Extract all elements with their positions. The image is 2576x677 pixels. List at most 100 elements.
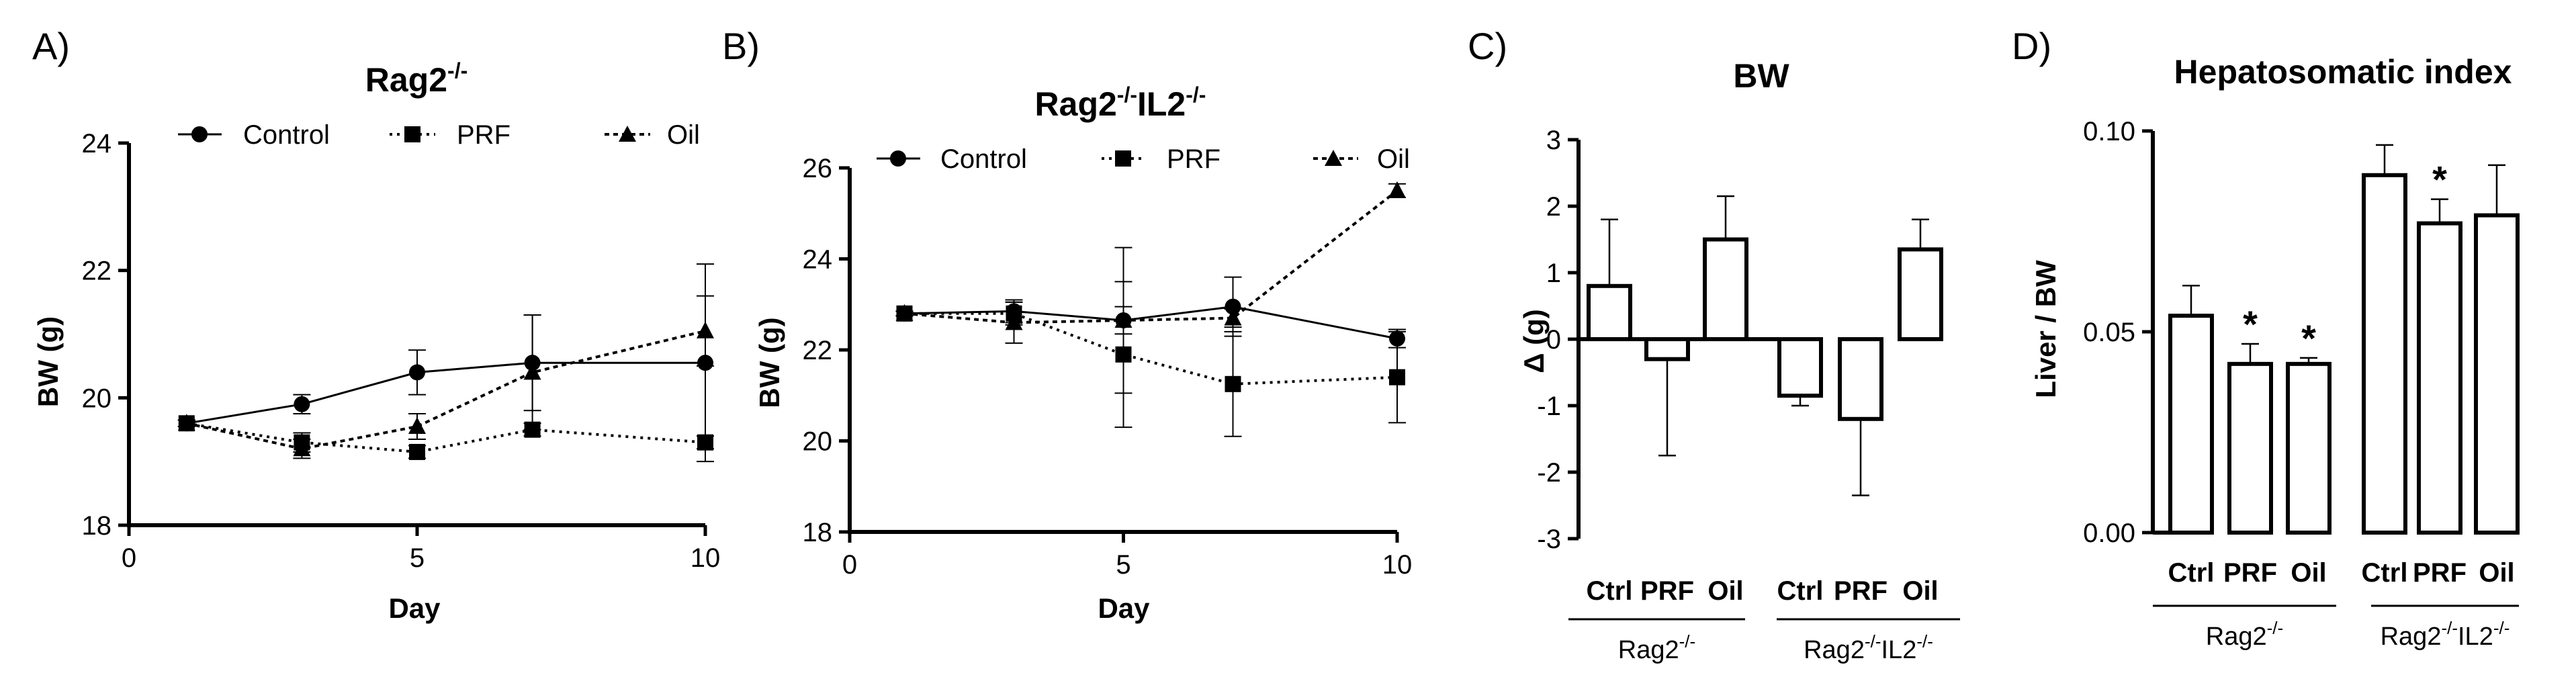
y-tick-label: 0 <box>1546 325 1561 355</box>
point-control <box>1225 298 1241 315</box>
category-label: PRF <box>1834 576 1887 606</box>
group-label-label: Rag2 <box>2381 623 2442 651</box>
y-tick-label: 20 <box>803 427 833 457</box>
y-tick-label: 0.10 <box>2083 117 2135 146</box>
legend-control-marker <box>890 150 906 167</box>
y-tick-label: 26 <box>803 154 833 183</box>
legend-prf-label: PRF <box>457 120 510 150</box>
point-oil <box>177 414 195 431</box>
bar-ctrl <box>1777 337 1823 398</box>
legend-prf-label: PRF <box>1167 144 1220 174</box>
chart-c-title: BW <box>1733 57 1789 95</box>
group-label-sup: -/- <box>1679 631 1696 651</box>
legend-prf-marker <box>404 126 420 142</box>
legend-control-label: Control <box>243 120 330 150</box>
point-prf <box>697 434 713 451</box>
series-control-line <box>904 306 1398 340</box>
x-tick-label: 10 <box>1382 550 1413 580</box>
y-tick-label: 1 <box>1546 259 1561 288</box>
series-oil-line <box>904 189 1398 324</box>
group-label: Rag2-/- <box>1618 631 1695 664</box>
chart-a-xlabel: Day <box>388 592 441 624</box>
panel-label-a: A) <box>32 25 70 67</box>
legend-control-label: Control <box>940 144 1027 174</box>
point-prf <box>1115 346 1132 363</box>
x-tick-label: 10 <box>691 543 721 573</box>
chart-c-ylabel: Δ (g) <box>1518 309 1550 373</box>
category-label: Oil <box>1707 576 1743 606</box>
bar-oil <box>1703 237 1748 341</box>
bar-prf <box>1838 337 1883 421</box>
chart-b-legend: Control PRF Oil <box>877 144 1410 174</box>
bar-oil <box>2474 213 2520 535</box>
category-label: PRF <box>2413 558 2467 588</box>
x-tick-label: 0 <box>122 543 136 573</box>
group-label: Rag2-/-IL2-/- <box>1804 631 1933 664</box>
point-oil <box>1114 310 1132 328</box>
category-label: Oil <box>1902 576 1938 606</box>
group-label-sup2: -/- <box>2493 618 2510 638</box>
point-oil <box>895 304 914 321</box>
chart-a-title: Rag2-/- <box>365 58 468 99</box>
x-tick-label: 5 <box>1116 550 1130 580</box>
chart-b-bw-rag2-il2: Rag2-/-IL2-/- Control PRF Oil BW (g) Day… <box>754 83 1412 624</box>
group-label-sup: -/- <box>2441 618 2458 638</box>
chart-b-ylabel: BW (g) <box>754 317 785 408</box>
bar-prf <box>2227 361 2273 535</box>
group-label-sup2: -/- <box>1916 631 1933 651</box>
group-label-label2: IL2 <box>1881 636 1917 664</box>
bar-ctrl <box>2168 314 2214 535</box>
legend-control-marker <box>191 126 208 142</box>
point-prf <box>409 443 425 460</box>
point-oil <box>293 439 311 457</box>
group-label-label: Rag2 <box>1804 636 1865 664</box>
category-label: PRF <box>2223 558 2277 588</box>
category-label: Ctrl <box>2362 558 2408 588</box>
series-oil-line <box>186 329 706 451</box>
group-label: Rag2-/-IL2-/- <box>2381 618 2510 651</box>
category-label: Ctrl <box>2168 558 2215 588</box>
bar-ctrl <box>2362 173 2407 535</box>
legend-oil-marker <box>619 126 636 142</box>
bar-prf <box>2417 221 2462 535</box>
y-tick-label: 3 <box>1546 126 1561 155</box>
point-oil <box>408 417 426 435</box>
chart-b-title: Rag2-/-IL2-/- <box>1035 83 1206 123</box>
bar-ctrl <box>1587 283 1632 341</box>
bar-oil <box>2286 361 2331 535</box>
point-oil <box>697 321 714 338</box>
category-label: Oil <box>2291 558 2326 588</box>
chart-a-legend: Control PRF Oil <box>178 120 700 150</box>
series-control-line <box>186 361 705 424</box>
y-tick-label: 2 <box>1546 192 1561 222</box>
point-control <box>409 364 425 381</box>
significance-marker: * <box>2301 317 2316 359</box>
y-tick-label: 20 <box>82 383 112 413</box>
point-oil <box>1388 181 1406 198</box>
point-oil <box>523 363 541 380</box>
y-tick-label: 0.00 <box>2083 518 2135 548</box>
x-tick-label: 5 <box>410 543 425 573</box>
y-tick-label: -3 <box>1537 525 1561 554</box>
y-tick-label: 22 <box>82 257 112 286</box>
group-label: Rag2-/- <box>2206 618 2283 651</box>
legend-oil-marker <box>1325 150 1342 166</box>
chart-d-hepatosomatic-index: Hepatosomatic index Liver / BW 0.00 0.05 0… <box>2030 53 2520 651</box>
legend-oil-label: Oil <box>1377 144 1410 174</box>
category-label: Ctrl <box>1777 576 1824 606</box>
group-label-label2: IL2 <box>2458 623 2493 651</box>
group-label-sup: -/- <box>1865 631 1881 651</box>
y-tick-label: 24 <box>803 245 833 275</box>
group-label-label: Rag2 <box>2206 623 2267 651</box>
chart-b-xlabel: Day <box>1098 592 1150 624</box>
chart-a-bw-rag2: Rag2-/- Control PRF Oil BW (g) Day 18 20 2… <box>32 58 720 624</box>
panel-label-c: C) <box>1468 25 1507 67</box>
point-oil <box>1005 313 1023 330</box>
group-label-sup: -/- <box>2267 618 2284 638</box>
y-tick-label: -2 <box>1537 458 1561 488</box>
y-tick-label: -1 <box>1537 392 1561 421</box>
y-tick-label: 18 <box>803 518 833 547</box>
point-prf <box>1389 369 1405 386</box>
